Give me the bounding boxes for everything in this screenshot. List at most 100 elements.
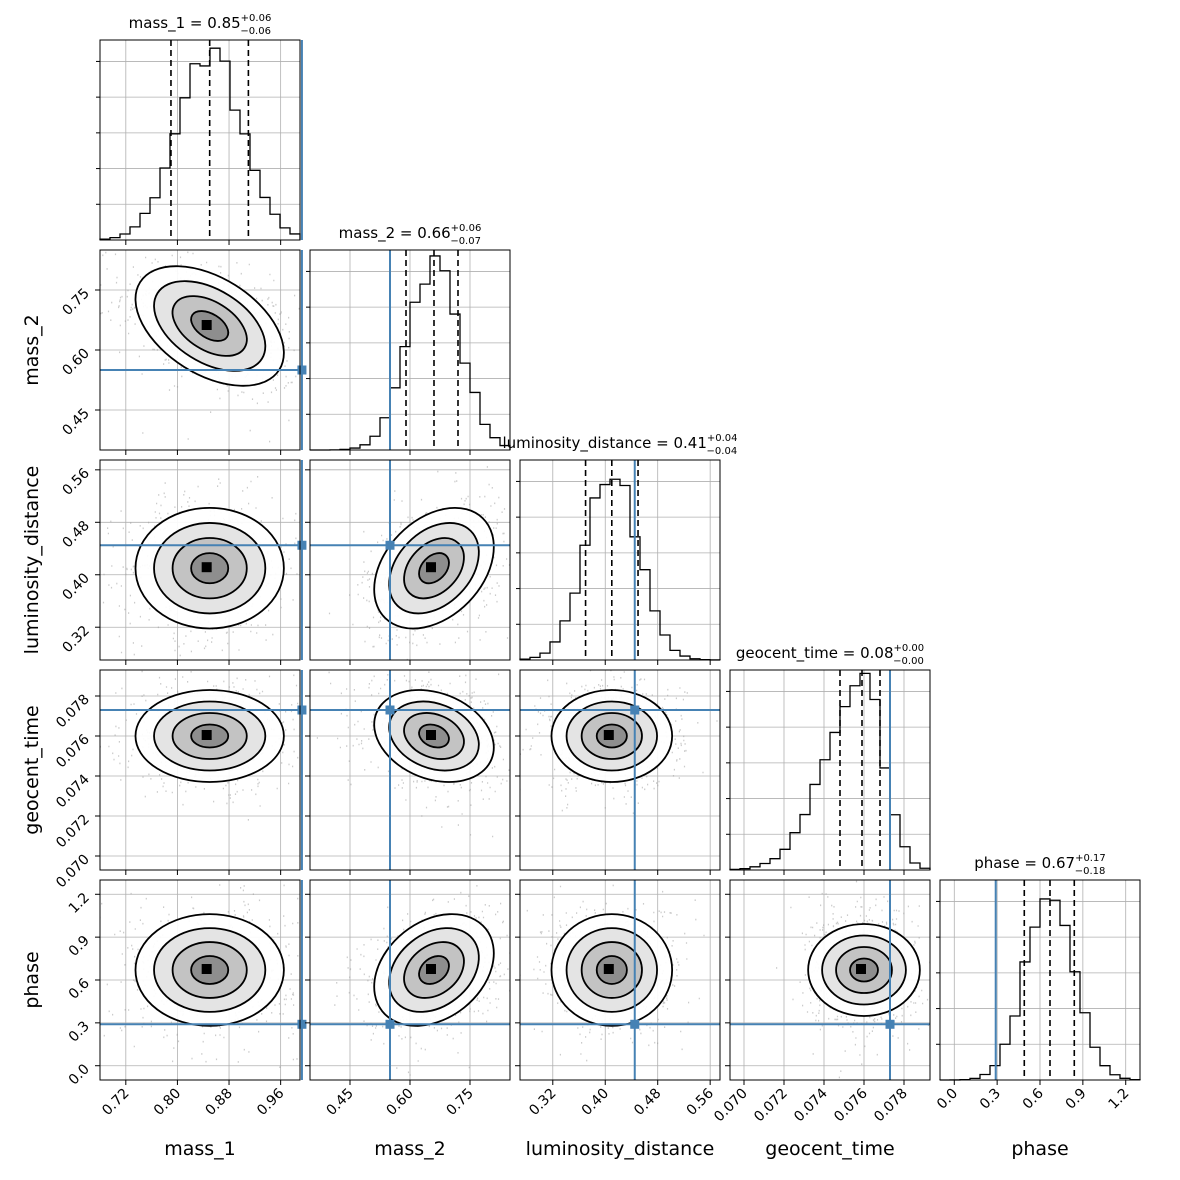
x-tick-label: 0.45 [323, 1086, 356, 1119]
plus-error: +0.04 [707, 433, 738, 444]
x-tick-label: 0.80 [151, 1086, 184, 1119]
contour-panel-geocent_time-phase [729, 879, 931, 1081]
y-tick-label: 0.40 [59, 570, 92, 603]
x-tick-label: 0.40 [579, 1086, 612, 1119]
density-peak [603, 730, 614, 740]
minus-error: −0.07 [450, 236, 481, 247]
density-peak [426, 730, 436, 740]
density [328, 466, 510, 660]
minus-error: −0.18 [1075, 866, 1106, 877]
x-tick-label: 0.074 [791, 1085, 831, 1125]
histogram-step [99, 47, 301, 240]
y-tick-label: 0.072 [53, 812, 93, 852]
x-tick-label: 1.2 [1105, 1086, 1132, 1113]
panel-title: phase = 0.67+0.17 −0.18 [974, 853, 1105, 877]
y-tick-label: 0.9 [66, 933, 93, 960]
histogram-step [939, 898, 1141, 1081]
truth-marker [297, 540, 307, 550]
contour-panel-luminosity_distance-geocent_time [519, 669, 721, 871]
y-axis-label: phase [21, 951, 43, 1008]
histogram-panel-geocent_time [726, 669, 931, 871]
x-axis-label: mass_1 [164, 1138, 236, 1160]
panel-title: luminosity_distance = 0.41+0.04 −0.04 [502, 433, 737, 457]
x-tick-label: 0.072 [751, 1086, 791, 1126]
density [316, 671, 510, 838]
panel-frame [99, 669, 301, 871]
y-tick-label: 0.3 [66, 1018, 93, 1045]
x-tick-label: 0.32 [526, 1086, 559, 1119]
panel-frame [519, 459, 721, 661]
x-axis-label: geocent_time [765, 1138, 894, 1160]
truth-marker [385, 540, 395, 550]
y-tick-label: 0.074 [53, 771, 93, 811]
y-axis-label: mass_2 [21, 314, 43, 386]
panel-title: mass_1 = 0.85+0.06 −0.06 [129, 13, 272, 37]
x-tick-label: 0.60 [383, 1086, 416, 1119]
histogram-panel-mass_2 [306, 249, 511, 451]
contour-panel-mass_1-phase [99, 879, 307, 1081]
x-tick-label: 0.75 [443, 1086, 476, 1119]
truth-marker [297, 365, 307, 375]
density-peak [201, 320, 212, 330]
x-tick-label: 0.48 [631, 1086, 664, 1119]
y-tick-label: 0.60 [59, 346, 92, 379]
panel-frame [729, 669, 931, 871]
density-peak [201, 730, 212, 740]
density [100, 476, 298, 657]
panel-frame [519, 669, 721, 871]
x-tick-label: 0.3 [977, 1086, 1004, 1113]
x-tick-label: 0.070 [711, 1086, 751, 1126]
density-peak [426, 562, 436, 573]
contour-panel-mass_2-luminosity_distance [309, 459, 511, 661]
density [520, 670, 720, 814]
x-tick-label: 0.96 [254, 1085, 287, 1118]
x-tick-label: 0.076 [831, 1085, 871, 1125]
x-axis-label: luminosity_distance [526, 1138, 715, 1160]
y-tick-label: 0.56 [59, 465, 92, 498]
y-tick-label: 0.45 [59, 406, 92, 439]
histogram-step [519, 478, 721, 661]
x-tick-label: 0.88 [203, 1086, 236, 1119]
truth-marker [885, 1019, 895, 1029]
plus-error: +0.17 [1075, 853, 1106, 864]
histogram-step [729, 672, 931, 871]
x-tick-label: 0.9 [1063, 1086, 1090, 1113]
density-peak [201, 562, 212, 573]
y-tick-label: 0.070 [53, 852, 93, 892]
panel-title: mass_2 = 0.66+0.06 −0.07 [339, 223, 482, 247]
minus-error: −0.06 [240, 26, 271, 37]
plus-error: +0.06 [451, 223, 482, 234]
x-tick-label: 0.72 [99, 1086, 132, 1119]
panel-title: geocent_time = 0.08+0.00 −0.00 [736, 643, 924, 667]
truth-marker [630, 1019, 640, 1029]
truth-marker [297, 1019, 307, 1029]
y-tick-label: 0.076 [53, 731, 93, 771]
minus-error: −0.00 [893, 656, 924, 667]
y-tick-label: 0.6 [66, 975, 93, 1002]
x-axis-label: phase [1011, 1138, 1068, 1160]
y-tick-label: 0.32 [59, 623, 92, 656]
density [776, 880, 930, 1079]
y-tick-label: 0.0 [66, 1061, 93, 1088]
density [100, 670, 299, 821]
contour-panel-luminosity_distance-phase [519, 879, 721, 1081]
y-tick-label: 0.078 [53, 692, 93, 732]
density-peak [426, 964, 436, 974]
panel-frame [99, 459, 301, 661]
density [334, 885, 510, 1076]
truth-marker [630, 705, 640, 715]
x-tick-label: 0.078 [871, 1086, 911, 1126]
histogram-panel-mass_1 [96, 39, 303, 241]
contour-panel-mass_1-geocent_time [99, 669, 307, 871]
y-axis-label: luminosity_distance [21, 466, 43, 655]
plus-error: +0.06 [241, 13, 272, 24]
y-tick-label: 0.75 [59, 286, 92, 319]
histogram-panel-luminosity_distance [516, 459, 721, 661]
contour-panel-mass_1-luminosity_distance [99, 459, 307, 661]
contour-panel-mass_1-mass_2 [99, 249, 307, 451]
contour-panel-mass_2-geocent_time [309, 669, 511, 871]
contour-panel-mass_2-phase [309, 879, 511, 1081]
y-tick-label: 1.2 [66, 890, 93, 917]
density [520, 882, 705, 1062]
truth-marker [385, 1019, 395, 1029]
